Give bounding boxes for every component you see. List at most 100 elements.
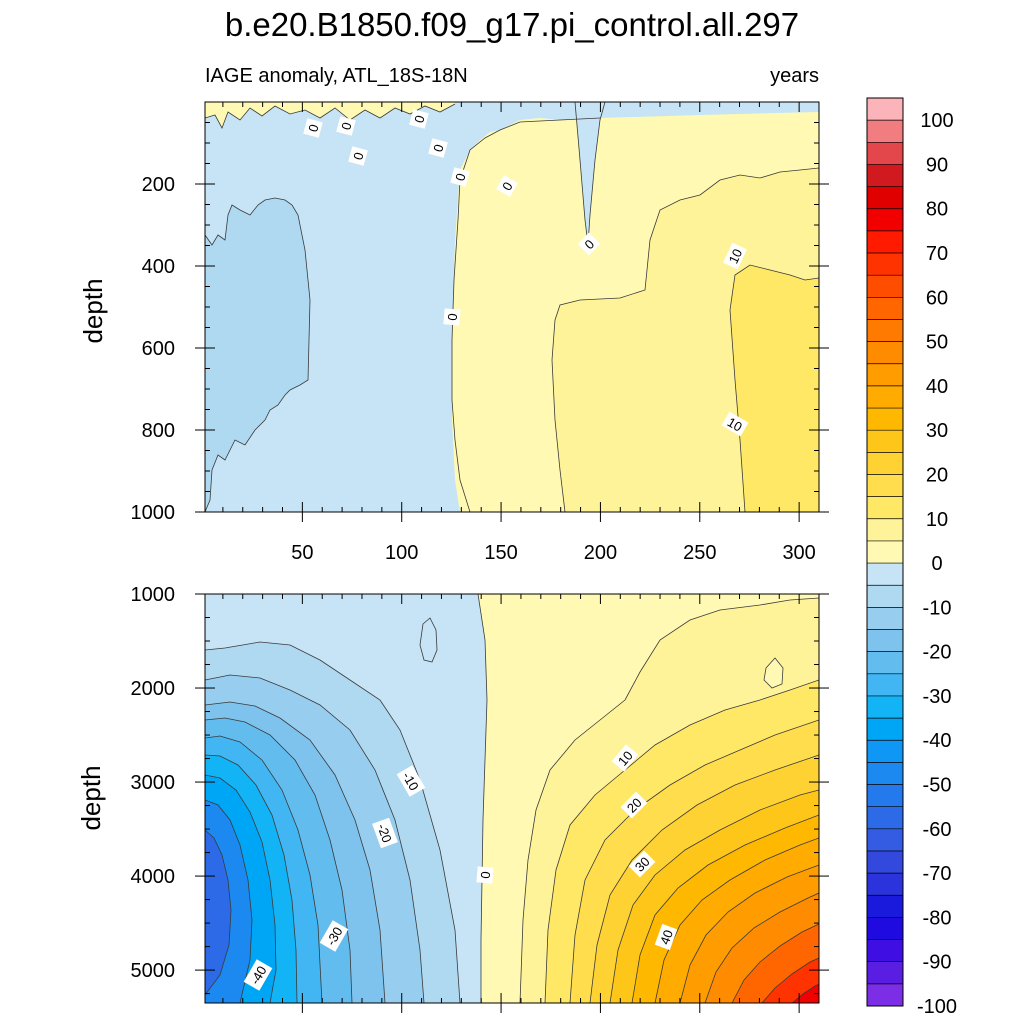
colorbar-tick-label: -100 [917,996,957,1018]
bottom-contour-minus25 [205,735,323,1003]
colorbar-tick-label: -60 [923,819,952,841]
colorbar-swatch [867,363,903,387]
colorbar-swatch [867,762,903,786]
bottom-panel-axes: 1000 2000 3000 4000 5000 [131,584,829,1013]
y-tick-label: 1000 [131,584,176,606]
y-tick-label: 3000 [131,772,176,794]
top-contour-label: 0 [452,172,468,183]
bottom-contour-minus10 [205,674,425,1003]
colorbar-swatch [867,895,903,918]
top-contour-label: 0 [305,123,321,134]
top-contour-label: 0 [411,114,427,125]
colorbar-tick-label: 100 [920,110,953,132]
bottom-contour-island [763,657,784,689]
colorbar-swatch [867,319,903,343]
bottom-panel-frame [204,593,820,1004]
top-contour-label: 0 [338,121,354,132]
colorbar-swatch [867,740,903,763]
bottom-contour-labels: -10 -20 -30 -40 0 10 20 30 40 [243,744,678,991]
colorbar-tick-label: 10 [926,509,948,531]
colorbar-swatch [867,850,903,874]
y-tick-label: 800 [142,420,175,442]
colorbar-tick-label: 0 [931,553,942,575]
colorbar-swatch [867,142,903,165]
y-tick-label: 4000 [131,866,176,888]
top-contour-label: 0 [350,151,366,162]
top-contour-labels: 0 0 0 0 0 0 0 0 0 10 10 [303,109,749,437]
colorbar-tick-label: -40 [923,730,952,752]
colorbar-swatch [867,629,903,653]
colorbar-tick-label: -30 [923,686,952,708]
colorbar-swatch [867,873,903,896]
colorbar-swatch [867,452,903,475]
bottom-contour-40 [679,864,819,1003]
bottom-contour-45 [704,892,819,1003]
top-contour-label: 0 [445,313,461,322]
top-fill-minus10-band [205,198,310,512]
bottom-contour-50 [731,923,819,1003]
bottom-y-axis-label: depth [76,765,106,830]
top-panel-contours [205,102,819,512]
colorbar-swatch [867,253,903,276]
top-contour-5 [551,167,819,512]
colorbar-swatch [867,385,903,409]
colorbar-swatch [867,607,903,631]
bottom-contour-20 [589,754,819,1003]
bottom-contour-15 [569,719,819,1003]
colorbar-swatch [867,98,903,121]
y-tick-label: 400 [142,256,175,278]
colorbar-swatch [867,208,903,232]
colorbar-swatch [867,120,903,143]
top-fill-10-15-band [730,265,819,512]
bottom-contour-minus30 [205,754,298,1003]
colorbar-swatch [867,983,903,1007]
bottom-contour-60 [761,957,819,1003]
colorbar-tick-label: -80 [923,907,952,929]
bottom-contour-5 [519,597,819,1003]
colorbar-tick-label: -10 [923,597,952,619]
bottom-contour-minus35 [205,774,277,1003]
bottom-contour-minus50 [205,829,232,996]
colorbar-swatch [867,518,903,542]
bottom-contour-0 [477,594,488,1003]
top-contour-0 [451,117,601,512]
y-tick-label: 2000 [131,678,176,700]
top-fill-surface-noise [205,102,455,128]
bottom-panel-contours [205,594,819,1003]
top-panel-fills [205,102,819,512]
colorbar-swatch [867,496,903,520]
bottom-contour-70 [791,983,819,1003]
bottom-contour-35 [654,837,819,1003]
y-tick-label: 5000 [131,960,176,982]
top-contour-label: 0 [430,143,446,154]
colorbar-swatch [867,408,903,431]
y-tick-label: 600 [142,338,175,360]
x-tick-label: 250 [683,542,716,564]
x-tick-label: 200 [584,542,617,564]
colorbar-swatch [867,275,903,298]
colorbar: 1009080706050403020100-10-20-30-40-50-60… [866,97,957,1018]
bottom-contour-minus15 [205,701,386,1003]
bottom-fill-small-patch [420,618,437,662]
colorbar-swatch [867,917,903,941]
colorbar-tick-label: 40 [926,376,948,398]
x-tick-label: 150 [484,542,517,564]
colorbar-swatch [867,695,903,719]
bottom-fill-minus60-band [205,830,231,995]
bottom-contour-30 [631,814,819,1003]
colorbar-tick-label: 50 [926,332,948,354]
colorbar-swatch [867,230,903,254]
top-contour-minus10 [205,197,311,512]
colorbar-tick-label: 80 [926,199,948,221]
colorbar-swatch [867,585,903,608]
colorbar-swatch [867,806,903,830]
colorbar-swatch [867,563,903,586]
bottom-contour-label: 0 [478,871,494,880]
y-tick-label: 200 [142,174,175,196]
colorbar-swatch [867,961,903,985]
colorbar-swatch [867,540,903,564]
top-contour-spike [574,102,606,246]
bottom-contour-25 [609,789,819,1003]
